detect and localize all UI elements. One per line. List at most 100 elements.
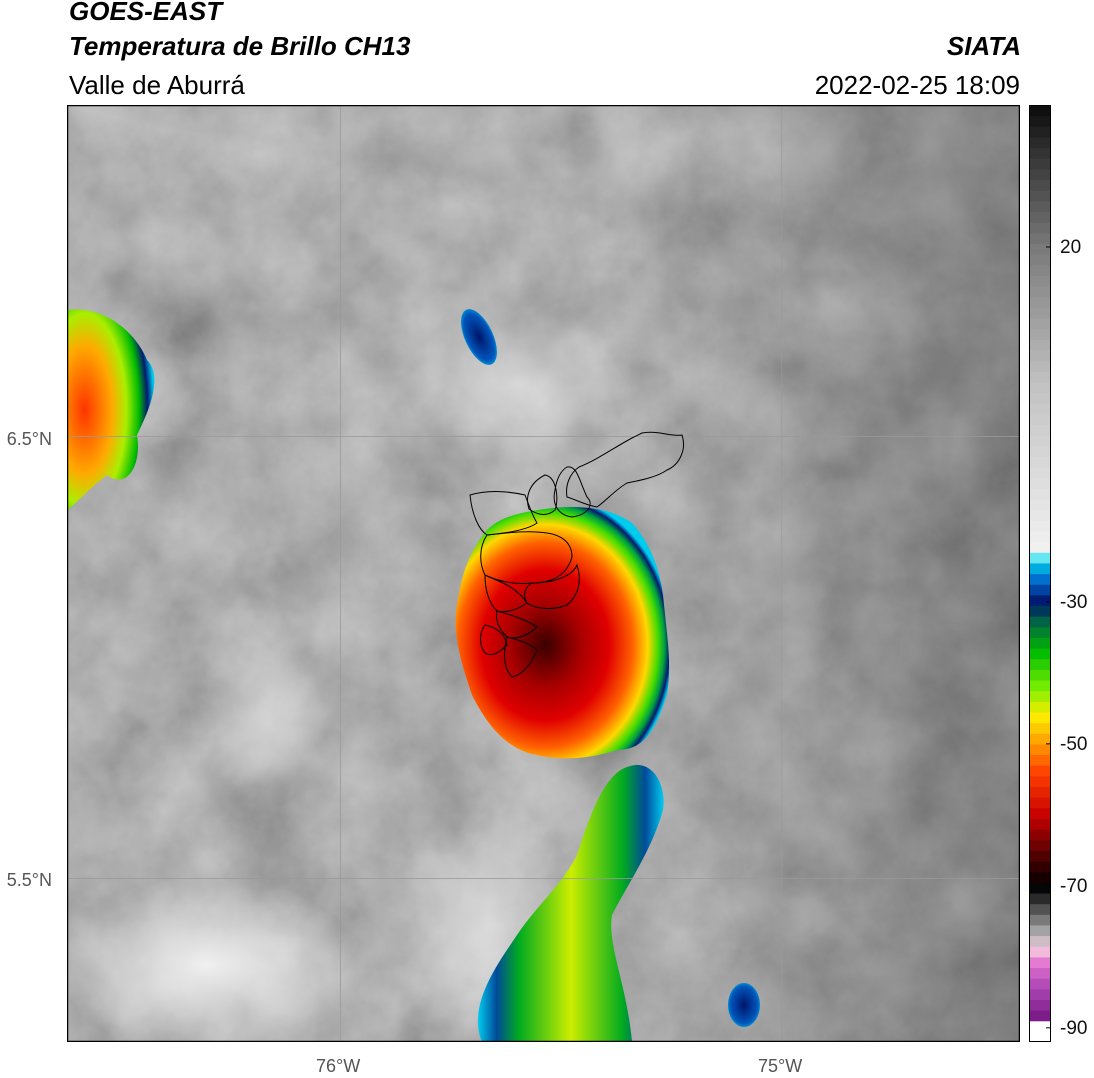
colorbar-segment: [1029, 946, 1051, 958]
municipality-boundary: [480, 531, 573, 584]
colorbar-segment: [1029, 775, 1051, 788]
colorbar-segment: [1029, 530, 1051, 543]
colorbar-segment: [1029, 243, 1051, 255]
colorbar-segment: [1029, 147, 1051, 159]
lon-label-75: 75°W: [758, 1056, 803, 1076]
region-subtitle: Valle de Aburrá: [69, 70, 245, 100]
map-frame: [67, 105, 1020, 1042]
colorbar-segment: [1029, 765, 1051, 777]
colorbar-segment: [1029, 1020, 1051, 1032]
colorbar-segment: [1029, 296, 1051, 308]
agency-label: SIATA: [946, 31, 1021, 61]
colorbar-segment: [1029, 477, 1051, 489]
municipality-boundary: [524, 563, 580, 609]
temperature-colorbar: [1029, 105, 1051, 1042]
colorbar-segment: [1029, 136, 1051, 149]
colorbar-segment: [1029, 690, 1051, 702]
colorbar-segment: [1029, 967, 1051, 979]
colorbar-tick-label: -90: [1060, 1017, 1088, 1039]
colorbar-segment: [1029, 509, 1051, 521]
colorbar-tick-label: -30: [1060, 591, 1088, 613]
datetime-label: 2022-02-25 18:09: [814, 70, 1020, 100]
colorbar-segment: [1029, 424, 1051, 436]
colorbar-tick-label: -50: [1060, 733, 1088, 755]
storm-band-south: [477, 764, 664, 1042]
colorbar-segment: [1029, 264, 1051, 276]
colorbar-segment: [1029, 882, 1051, 894]
colorbar-segment: [1029, 456, 1051, 468]
colorbar-segment: [1029, 935, 1051, 947]
colorbar-segment: [1029, 573, 1051, 585]
colorbar-segment: [1029, 200, 1051, 213]
colorbar-segment: [1029, 924, 1051, 937]
colorbar-segment: [1029, 371, 1051, 383]
colorbar-segment: [1029, 190, 1051, 202]
valle-de-aburra-boundaries: [469, 431, 684, 678]
colorbar-segment: [1029, 956, 1051, 969]
colorbar-segment: [1029, 999, 1051, 1011]
colorbar-segment: [1029, 829, 1051, 841]
colorbar-segment: [1029, 115, 1051, 127]
satellite-title: GOES-EAST: [69, 0, 223, 26]
colorbar-segment: [1029, 903, 1051, 915]
colorbar-segment: [1029, 307, 1051, 319]
colorbar-segment: [1029, 105, 1051, 117]
colorbar-segment: [1029, 413, 1051, 426]
colorbar-segment: [1029, 179, 1051, 191]
storm-cell-small: [728, 983, 760, 1027]
colorbar-segment: [1029, 317, 1051, 330]
colorbar-segment: [1029, 679, 1051, 692]
colorbar-segment: [1029, 978, 1051, 990]
colorbar-segment: [1029, 168, 1051, 181]
lat-label-55: 5.5°N: [6, 870, 52, 890]
colorbar-segment: [1029, 711, 1051, 724]
colorbar-segment: [1029, 743, 1051, 756]
colorbar-segment: [1029, 648, 1051, 660]
lon-label-76: 76°W: [316, 1056, 361, 1076]
colorbar-segment: [1029, 467, 1051, 479]
municipality-boundary: [496, 610, 538, 639]
colorbar-segment: [1029, 275, 1051, 287]
colorbar-segment: [1029, 498, 1051, 511]
colorbar-segment: [1029, 658, 1051, 670]
municipality-boundary: [527, 474, 558, 515]
colorbar-segment: [1029, 626, 1051, 638]
storm-cell-central: [455, 507, 670, 759]
municipality-boundary: [553, 466, 591, 518]
colorbar-segment: [1029, 541, 1051, 553]
colorbar-segment: [1029, 594, 1051, 607]
colorbar-segment: [1029, 328, 1051, 340]
colorbar-segment: [1029, 701, 1051, 713]
colorbar-segment: [1029, 797, 1051, 809]
municipality-boundary: [480, 624, 508, 656]
colorbar-tick-label: 20: [1060, 236, 1082, 258]
colorbar-segment: [1029, 754, 1051, 766]
colorbar-segment: [1029, 349, 1051, 362]
colorbar-segment: [1029, 435, 1051, 447]
colorbar-tick-label: -70: [1060, 875, 1088, 897]
colorbar-segment: [1029, 722, 1051, 734]
colorbar-segment: [1029, 222, 1051, 234]
storm-cell-small: [461, 309, 497, 365]
colorbar-segment: [1029, 1031, 1051, 1042]
brightness-temperature-map: [67, 105, 1020, 1042]
colorbar-segment: [1029, 360, 1051, 372]
colorbar-segment: [1029, 669, 1051, 681]
colorbar-segment: [1029, 584, 1051, 596]
colorbar-segment: [1029, 786, 1051, 798]
colorbar-segment: [1029, 488, 1051, 500]
colorbar-segment: [1029, 637, 1051, 649]
municipality-boundary: [566, 431, 684, 508]
colorbar-segment: [1029, 392, 1051, 404]
municipality-boundary: [469, 491, 538, 536]
lat-label-65: 6.5°N: [6, 429, 52, 449]
colorbar-segment: [1029, 892, 1051, 905]
colorbar-segment: [1029, 232, 1051, 245]
colorbar-segment: [1029, 126, 1051, 138]
east-dark-region: [627, 105, 1020, 1042]
colorbar-segment: [1029, 807, 1051, 819]
bright-cloud-patch: [67, 875, 357, 1042]
bright-cloud-patch: [407, 305, 627, 465]
colorbar-segment: [1029, 562, 1051, 575]
colorbar-segment: [1029, 254, 1051, 266]
